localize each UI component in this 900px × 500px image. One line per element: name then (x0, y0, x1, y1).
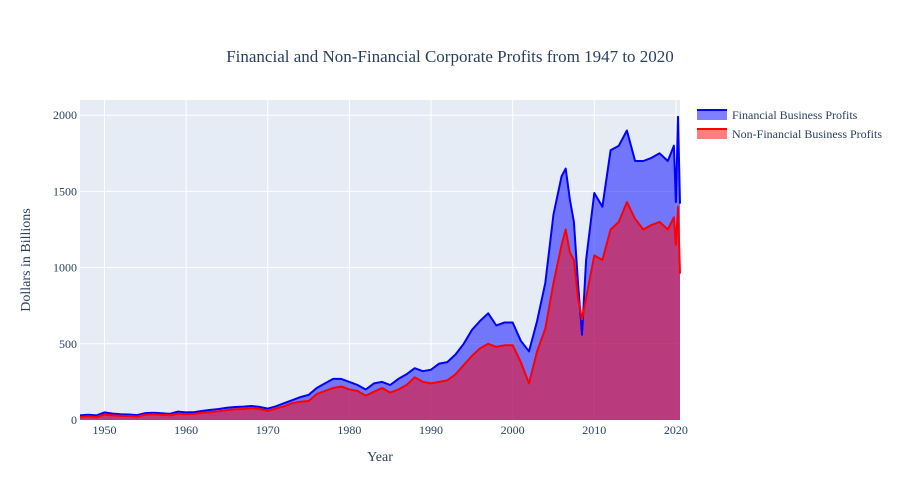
y-tick-label: 2000 (53, 108, 77, 122)
legend-item-financial[interactable]: Financial Business Profits (697, 108, 858, 122)
y-tick-label: 1500 (53, 184, 77, 198)
legend-label-non-financial: Non-Financial Business Profits (732, 127, 882, 141)
line-financial (79, 115, 681, 417)
series-lines (79, 115, 681, 418)
y-tick-label: 0 (71, 413, 77, 427)
y-tick-label: 500 (59, 337, 77, 351)
x-tick-label: 1980 (337, 423, 361, 437)
legend-swatch-non-financial (697, 129, 727, 139)
chart-title: Financial and Non-Financial Corporate Pr… (226, 47, 674, 66)
x-tick-label: 1970 (256, 423, 280, 437)
y-axis-title: Dollars in Billions (19, 208, 34, 311)
legend-swatch-financial (697, 110, 727, 120)
x-tick-label: 2010 (582, 423, 606, 437)
x-axis-title: Year (367, 450, 393, 465)
legend-item-non-financial[interactable]: Non-Financial Business Profits (697, 127, 882, 141)
x-tick-label: 1990 (419, 423, 443, 437)
y-axis-ticks: 0 500 1000 1500 2000 (53, 108, 77, 427)
x-tick-label: 2000 (501, 423, 525, 437)
x-axis-ticks: 1950 1960 1970 1980 1990 2000 2010 2020 (92, 423, 687, 437)
legend: Financial Business Profits Non-Financial… (697, 108, 882, 141)
x-tick-label: 1960 (174, 423, 198, 437)
legend-label-financial: Financial Business Profits (732, 108, 858, 122)
y-tick-label: 1000 (53, 261, 77, 275)
series-areas (80, 116, 680, 421)
area-non-financial (80, 202, 680, 420)
x-tick-label: 2020 (664, 423, 688, 437)
x-tick-label: 1950 (92, 423, 116, 437)
line-non-financial (79, 201, 681, 418)
